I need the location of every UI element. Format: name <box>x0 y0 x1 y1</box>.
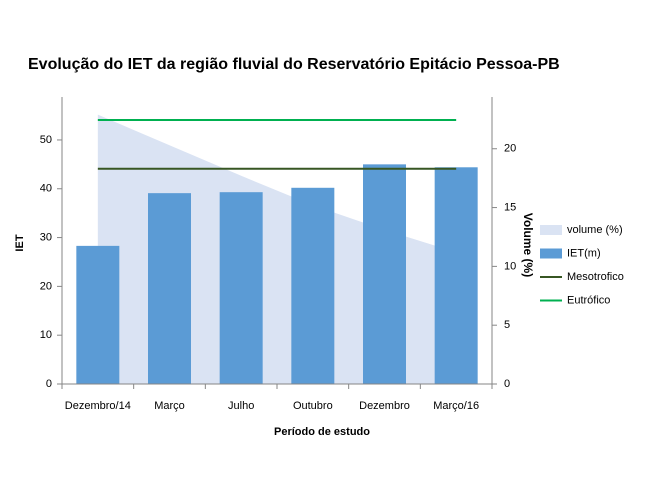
legend-label: Mesotrofico <box>567 271 624 283</box>
legend-swatch <box>540 248 562 259</box>
x-tick-label: Outubro <box>293 400 333 412</box>
bar <box>291 187 335 384</box>
x-tick-label: Março <box>154 400 185 412</box>
bar <box>363 164 406 384</box>
legend-label: Eutrófico <box>567 294 610 306</box>
y-axis-title: IET <box>14 234 26 251</box>
y2-axis-title: Volume (%) <box>521 213 535 277</box>
x-tick-label: Dezembro/14 <box>65 400 131 412</box>
bar <box>434 167 478 384</box>
y2-tick-label: 0 <box>504 378 510 390</box>
bar <box>148 193 191 384</box>
x-tick-label: Março/16 <box>433 400 479 412</box>
y2-tick-label: 20 <box>504 143 516 155</box>
x-axis-title: Período de estudo <box>274 426 370 438</box>
legend-label: IET(m) <box>567 247 601 259</box>
x-tick-label: Julho <box>228 400 254 412</box>
y-tick-label: 30 <box>40 231 52 243</box>
y2-tick-label: 15 <box>504 201 516 213</box>
bar <box>76 245 120 384</box>
y-tick-label: 40 <box>40 183 52 195</box>
chart-title: Evolução do IET da região fluvial do Res… <box>28 56 560 73</box>
y-tick-label: 20 <box>40 280 52 292</box>
bar <box>219 192 263 384</box>
y-tick-label: 0 <box>46 378 52 390</box>
x-tick-label: Dezembro <box>359 400 410 412</box>
y2-tick-label: 5 <box>504 319 510 331</box>
y2-tick-label: 10 <box>504 260 516 272</box>
y-tick-label: 10 <box>40 329 52 341</box>
y-tick-label: 50 <box>40 134 52 146</box>
legend-label: volume (%) <box>567 224 623 236</box>
legend-swatch <box>540 225 562 235</box>
